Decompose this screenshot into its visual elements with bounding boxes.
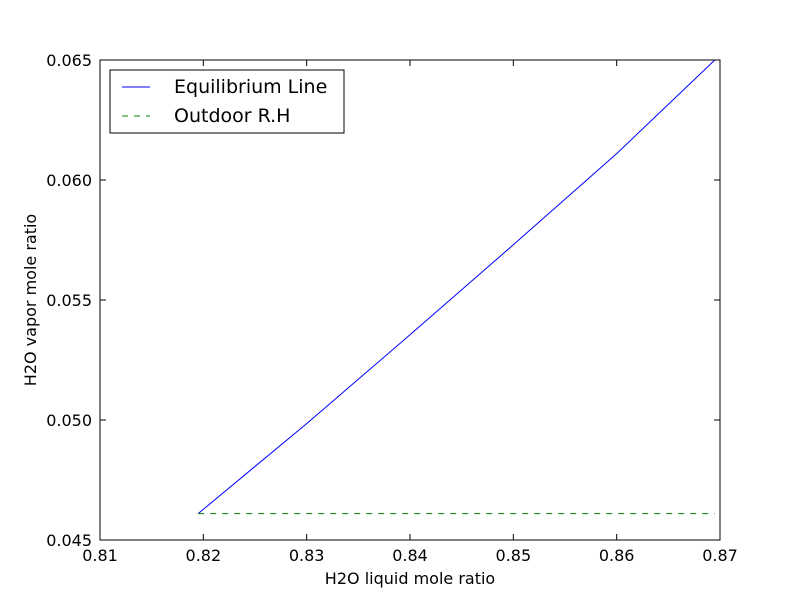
series-layer: [197, 59, 716, 515]
plot-frame: [99, 59, 721, 541]
x-tick-label: 0.82: [186, 546, 222, 565]
x-tick-label: 0.83: [289, 546, 325, 565]
x-axis-label: H2O liquid mole ratio: [325, 569, 495, 588]
legend: Equilibrium Line Outdoor R.H: [109, 69, 345, 134]
x-tick-label: 0.87: [702, 546, 738, 565]
x-tick-label: 0.85: [496, 546, 532, 565]
y-tick-label: 0.065: [46, 51, 92, 70]
series-line-equilibrium-line: [197, 59, 716, 514]
ticks-layer: 0.81 0.82 0.83 0.84 0.85 0.86 0.87 0.045 0.050 0.…: [46, 51, 738, 565]
y-tick-label: 0.045: [46, 531, 92, 550]
x-tick-label: 0.84: [392, 546, 428, 565]
y-tick-label: 0.055: [46, 291, 92, 310]
legend-box: [109, 69, 345, 134]
x-tick-label: 0.86: [599, 546, 635, 565]
y-tick-label: 0.050: [46, 411, 92, 430]
legend-label-equilibrium-line: Equilibrium Line: [174, 76, 327, 98]
legend-label-outdoor-rh: Outdoor R.H: [174, 105, 290, 127]
x-tick-label: 0.81: [82, 546, 118, 565]
y-axis-label: H2O vapor mole ratio: [21, 214, 40, 386]
y-tick-label: 0.060: [46, 171, 92, 190]
